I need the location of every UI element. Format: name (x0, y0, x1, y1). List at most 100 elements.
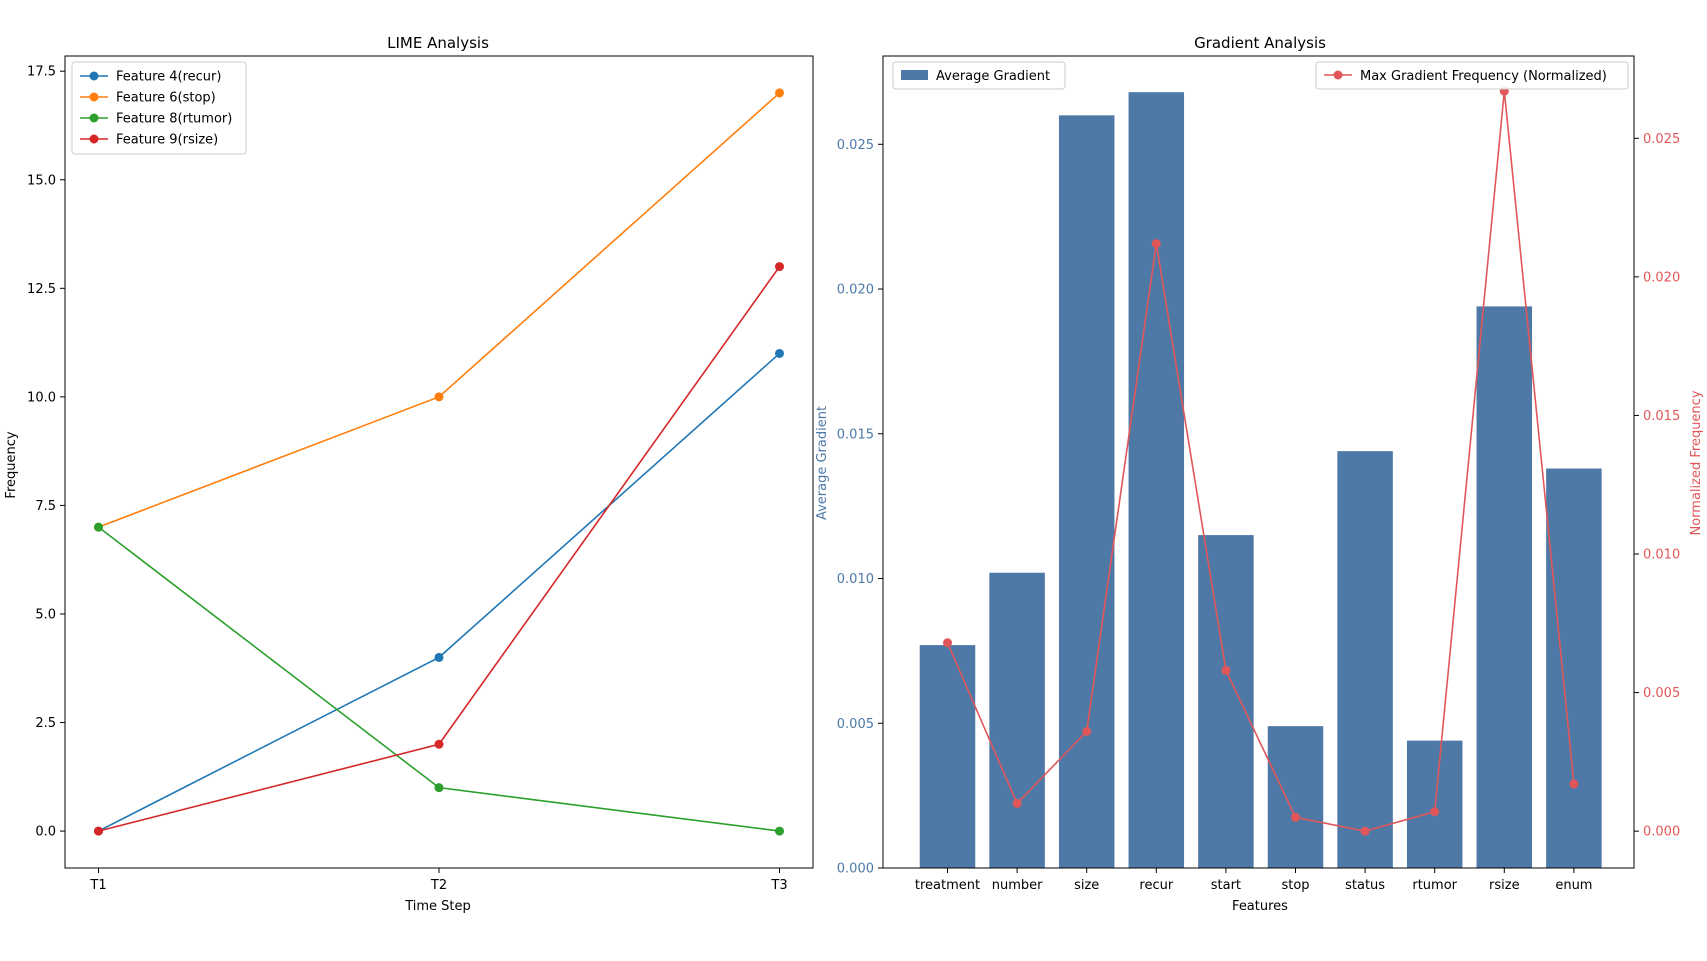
gradient-x-tick-label: treatment (915, 878, 980, 893)
gradient-bar (1128, 92, 1185, 869)
gradient-x-tick-label: status (1345, 878, 1385, 893)
lime-y-tick-label: 10.0 (27, 390, 56, 405)
lime-legend: Feature 4(recur) Feature 6(stop) Feature 8… (71, 61, 247, 155)
max-gradient-legend-swatch-marker (1333, 70, 1343, 80)
gradient-left-y-ticks: 0.000 0.005 0.010 0.015 0.020 0.025 (837, 138, 883, 877)
lime-x-tick-label: T3 (770, 878, 787, 893)
lime-x-tick-label: T2 (430, 878, 447, 893)
gradient-frequency-line (943, 86, 1579, 836)
lime-y-tick-label: 12.5 (27, 282, 56, 297)
normalized-frequency-axis-label: Normalized Frequency (1689, 390, 1704, 535)
gradient-frequency-polyline (946, 91, 1575, 832)
gradient-right-tick-label: 0.020 (1643, 270, 1680, 285)
lime-x-ticks: T1 T2 T3 (89, 868, 788, 893)
gradient-right-tick-label: 0.000 (1643, 825, 1680, 840)
lime-legend-swatch-marker (89, 134, 99, 144)
lime-data-point (775, 262, 784, 272)
gradient-left-tick-label: 0.025 (837, 138, 874, 153)
gradient-frequency-point (1360, 826, 1370, 836)
gradient-right-tick-label: 0.025 (1643, 132, 1680, 147)
gradient-bar (989, 572, 1045, 868)
lime-y-tick-label: 5.0 (35, 607, 56, 622)
lime-data-point (434, 392, 444, 402)
gradient-frequency-point (1430, 807, 1440, 817)
lime-y-tick-label: 0.0 (35, 825, 56, 840)
gradient-bar (1267, 726, 1324, 868)
lime-data-point (434, 783, 444, 793)
lime-legend-label: Feature 9(rsize) (116, 133, 218, 148)
gradient-left-tick-label: 0.000 (837, 862, 874, 877)
gradient-x-tick-label: start (1211, 878, 1241, 893)
max-gradient-legend-label: Max Gradient Frequency (Normalized) (1360, 69, 1607, 84)
average-gradient-legend: Average Gradient (892, 61, 1066, 90)
lime-y-tick-label: 7.5 (35, 499, 56, 514)
lime-data-point (775, 826, 784, 836)
lime-x-tick-label: T1 (89, 878, 106, 893)
gradient-bar (1476, 306, 1533, 869)
gradient-left-tick-label: 0.005 (837, 717, 874, 732)
lime-legend-swatch-marker (89, 113, 99, 123)
gradient-left-tick-label: 0.010 (837, 572, 874, 587)
gradient-frequency-point (943, 638, 952, 648)
average-gradient-axis-label: Average Gradient (815, 406, 830, 520)
gradient-bar (1058, 115, 1115, 868)
gradient-frequency-point (1151, 239, 1161, 249)
gradient-frequency-point (1082, 726, 1092, 736)
lime-data-point (434, 652, 444, 662)
lime-legend-label: Feature 4(recur) (116, 70, 221, 85)
lime-data-point (94, 522, 103, 532)
gradient-bars (919, 92, 1602, 869)
gradient-x-tick-label: stop (1281, 878, 1309, 893)
lime-legend-label: Feature 6(stop) (116, 91, 216, 106)
gradient-bar (1198, 535, 1254, 868)
gradient-left-tick-label: 0.015 (837, 427, 874, 442)
gradient-bar (1546, 468, 1602, 868)
lime-y-tick-label: 17.5 (27, 65, 56, 80)
gradient-chart-title: Gradient Analysis (1194, 34, 1326, 52)
lime-legend-swatch-marker (89, 92, 99, 102)
gradient-analysis-chart: Gradient Analysis Features Average Gradi… (815, 34, 1704, 914)
gradient-frequency-point (1291, 812, 1300, 822)
lime-chart-title: LIME Analysis (387, 34, 489, 52)
lime-analysis-chart: LIME Analysis Time Step Frequency 0.0 2.5… (4, 34, 814, 914)
gradient-bar (1337, 451, 1393, 868)
gradient-plot-frame (882, 55, 1635, 869)
gradient-x-axis-label: Features (1232, 899, 1288, 914)
lime-series-lines (94, 88, 784, 836)
gradient-right-tick-label: 0.010 (1643, 548, 1680, 563)
average-gradient-legend-box (892, 61, 1066, 90)
lime-y-tick-label: 15.0 (27, 173, 56, 188)
lime-data-point (94, 826, 103, 836)
lime-y-tick-label: 2.5 (35, 716, 56, 731)
gradient-left-tick-label: 0.020 (837, 283, 874, 298)
gradient-right-tick-label: 0.015 (1643, 409, 1680, 424)
lime-x-axis-label: Time Step (404, 899, 471, 914)
max-gradient-legend-box (1315, 61, 1629, 90)
gradient-x-tick-label: recur (1139, 878, 1173, 893)
lime-data-point (775, 348, 784, 358)
gradient-frequency-point (1221, 665, 1231, 675)
lime-legend-label: Feature 8(rtumor) (116, 112, 232, 127)
gradient-x-tick-label: enum (1555, 878, 1592, 893)
gradient-x-tick-label: number (992, 878, 1043, 893)
gradient-right-y-ticks: 0.000 0.005 0.010 0.015 0.020 0.025 (1634, 132, 1680, 840)
lime-y-axis-label: Frequency (4, 431, 19, 498)
lime-plot-frame (64, 55, 814, 869)
lime-legend-swatch-marker (89, 71, 99, 81)
max-gradient-frequency-legend: Max Gradient Frequency (Normalized) (1315, 61, 1629, 90)
gradient-x-tick-label: size (1074, 878, 1099, 893)
gradient-bar (919, 645, 976, 868)
gradient-x-tick-label: rsize (1489, 878, 1520, 893)
average-gradient-legend-label: Average Gradient (936, 69, 1050, 84)
gradient-x-ticks: treatment number size recur start stop status r… (915, 868, 1592, 893)
lime-legend-box (71, 61, 247, 155)
gradient-x-tick-label: rtumor (1412, 878, 1457, 893)
lime-data-point (434, 739, 444, 749)
gradient-frequency-point (1569, 779, 1579, 789)
gradient-right-tick-label: 0.005 (1643, 686, 1680, 701)
lime-data-point (775, 88, 784, 98)
lime-y-ticks: 0.0 2.5 5.0 7.5 10.0 12.5 15.0 17.5 (27, 65, 65, 840)
average-gradient-legend-swatch (901, 70, 928, 80)
gradient-frequency-point (1012, 798, 1022, 808)
